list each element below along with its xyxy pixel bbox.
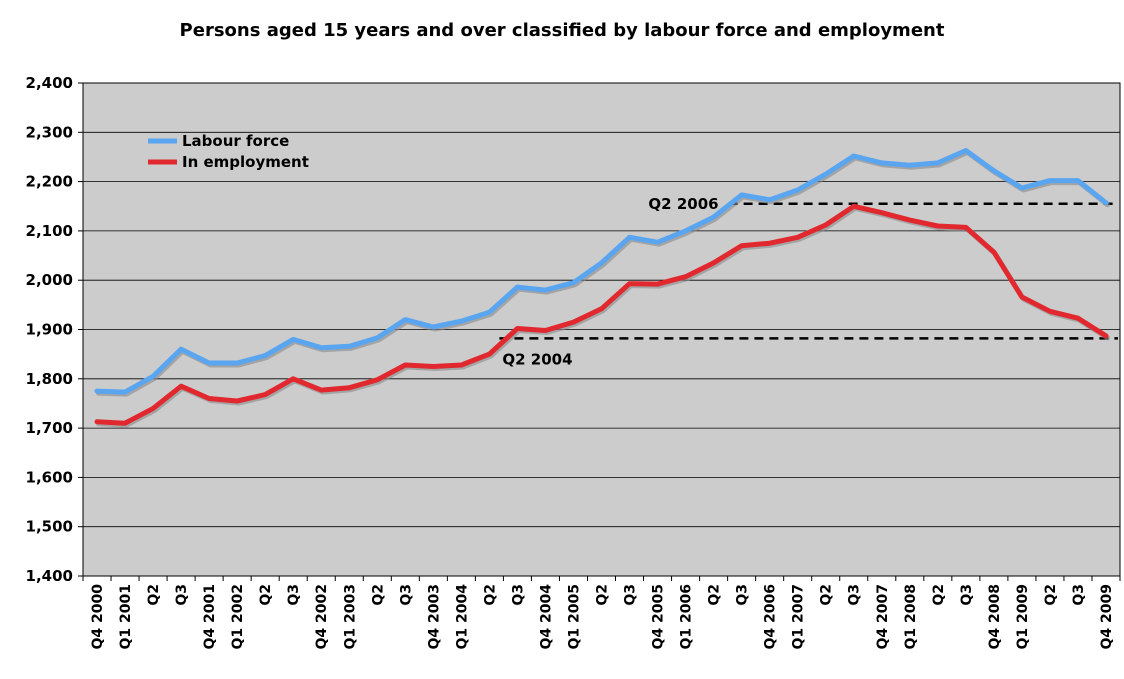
- x-tick-label: Q3: [623, 584, 639, 606]
- y-tick-label: 2,300: [26, 123, 73, 141]
- x-tick-label: Q4 2004: [538, 584, 554, 650]
- x-tick-label: Q4 2000: [90, 584, 106, 650]
- chart-title: Persons aged 15 years and over classifie…: [179, 20, 945, 41]
- x-tick-label: Q3: [735, 584, 751, 606]
- y-tick-label: 2,400: [26, 74, 73, 92]
- y-tick-label: 1,800: [26, 370, 73, 388]
- x-tick-label: Q2: [819, 584, 835, 606]
- x-tick-label: Q4 2001: [202, 584, 218, 649]
- x-tick-label: Q3: [286, 584, 302, 606]
- x-tick-label: Q3: [174, 584, 190, 606]
- annotation-q2-2006: Q2 2006: [648, 195, 718, 213]
- y-tick-label: 2,100: [26, 222, 73, 240]
- x-tick-label: Q4 2009: [1099, 584, 1115, 649]
- y-tick-label: 2,200: [26, 173, 73, 191]
- x-tick-label: Q2: [482, 584, 498, 606]
- x-tick-label: Q4 2006: [763, 584, 779, 649]
- x-tick-label: Q1 2003: [342, 584, 358, 649]
- y-tick-label: 2,000: [26, 271, 73, 289]
- series-line-0: [94, 148, 1109, 395]
- x-tick-label: Q2: [595, 584, 611, 606]
- y-tick-label: 1,500: [26, 518, 73, 536]
- x-tick-label: Q1 2008: [903, 584, 919, 649]
- x-tick-label: Q2: [707, 584, 723, 606]
- series-line-1: [94, 203, 1109, 426]
- x-tick-label: Q3: [398, 584, 414, 606]
- x-tick-label: Q1 2004: [454, 584, 470, 650]
- x-tick-label: Q1 2001: [118, 584, 134, 649]
- x-tick-label: Q4 2003: [426, 584, 442, 649]
- legend-label-1: In employment: [182, 153, 309, 171]
- x-tick-label: Q2: [258, 584, 274, 606]
- x-tick-label: Q4 2008: [987, 584, 1003, 649]
- x-tick-label: Q2: [931, 584, 947, 606]
- y-tick-label: 1,700: [26, 419, 73, 437]
- legend-label-0: Labour force: [182, 132, 289, 150]
- x-tick-label: Q1 2005: [566, 584, 582, 649]
- x-tick-label: Q2: [370, 584, 386, 606]
- x-tick-label: Q3: [959, 584, 975, 606]
- annotation-q2-2004: Q2 2004: [502, 350, 572, 368]
- x-tick-label: Q2: [1043, 584, 1059, 606]
- x-tick-label: Q4 2007: [875, 584, 891, 649]
- y-tick-label: 1,600: [26, 468, 73, 486]
- x-tick-label: Q4 2002: [314, 584, 330, 649]
- x-tick-label: Q1 2009: [1015, 584, 1031, 649]
- x-tick-label: Q1 2002: [230, 584, 246, 649]
- x-tick-label: Q3: [510, 584, 526, 606]
- x-tick-label: Q3: [1071, 584, 1087, 606]
- x-tick-label: Q3: [847, 584, 863, 606]
- x-tick-label: Q2: [146, 584, 162, 606]
- x-tick-label: Q1 2006: [679, 584, 695, 649]
- y-tick-label: 1,900: [26, 321, 73, 339]
- y-tick-label: 1,400: [26, 567, 73, 585]
- x-tick-label: Q1 2007: [791, 584, 807, 649]
- x-tick-label: Q4 2005: [651, 584, 667, 649]
